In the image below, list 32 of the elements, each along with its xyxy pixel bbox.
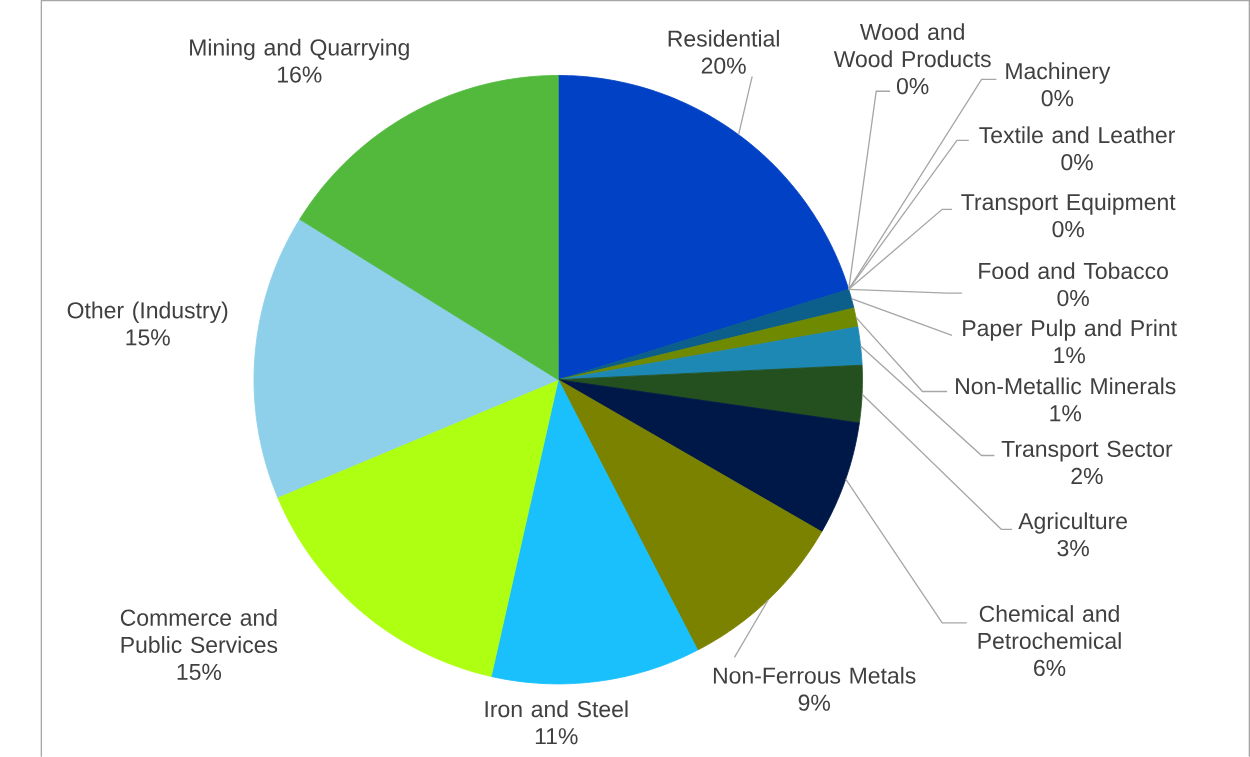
data-label: 11% — [535, 727, 578, 745]
data-label: 1% — [1054, 346, 1085, 364]
text: 0% — [1041, 89, 1074, 107]
data-label: 1% — [1050, 405, 1082, 422]
slice-label: Mining and Quarrying — [190, 38, 409, 60]
category-label: Food and Tobacco — [979, 262, 1168, 279]
slice-label: Residential — [668, 29, 779, 47]
slice-label: Commerce and Public Services — [120, 608, 278, 653]
category-label: Machinery — [1006, 62, 1111, 84]
data-label: 15% — [177, 663, 222, 680]
slice-label: Paper Pulp and Print — [963, 319, 1177, 341]
slice-label: Agriculture — [1018, 512, 1127, 534]
data-label: 20% — [701, 57, 746, 74]
text: 0% — [1057, 289, 1089, 306]
slice-label: Iron and Steel — [485, 700, 628, 718]
slice-label: Non-Metallic Minerals — [956, 377, 1176, 395]
text: 0% — [1052, 220, 1084, 238]
data-label: 3% — [1057, 539, 1089, 557]
category-label: Wood and Wood Products — [833, 23, 991, 67]
category-label: Transport Equipment — [961, 193, 1176, 215]
text: 0% — [1061, 153, 1093, 171]
data-label: 6% — [1034, 659, 1066, 676]
data-label: 15% — [126, 329, 170, 346]
slice-label: Non-Ferrous Metals — [713, 666, 916, 684]
data-label: 9% — [798, 694, 830, 711]
slice-label: Other (Industry) — [67, 301, 228, 323]
text: 0% — [896, 77, 929, 95]
category-label: Textile and Leather — [979, 126, 1175, 144]
data-label: 16% — [278, 66, 322, 83]
slice-label: Chemical and Petrochemical — [978, 604, 1121, 649]
data-label: 2% — [1071, 467, 1103, 484]
slice-label: Transport Sector — [1001, 440, 1173, 462]
